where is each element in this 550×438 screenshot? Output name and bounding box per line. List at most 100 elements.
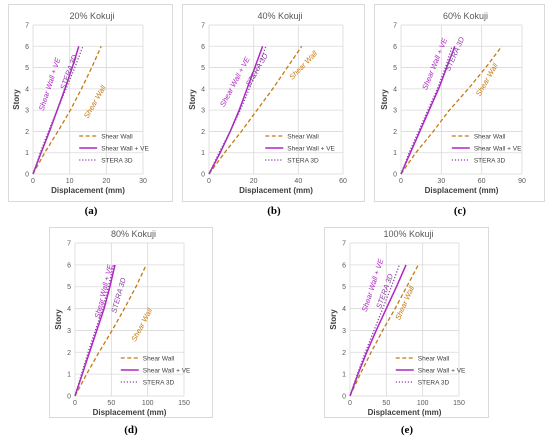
- y-tick-label: 5: [393, 65, 397, 72]
- x-axis-label: Displacement (mm): [93, 408, 167, 417]
- y-tick-label: 1: [25, 150, 29, 157]
- x-tick-label: 0: [399, 178, 403, 185]
- y-tick-label: 3: [201, 108, 205, 115]
- y-tick-label: 2: [393, 129, 397, 136]
- inline-label-shear-wall: Shear Wall: [287, 49, 319, 82]
- y-axis-label: Story: [329, 309, 338, 330]
- legend-label-stera-3d: STERA 3D: [101, 157, 133, 164]
- legend-label-shear-wall: Shear Wall: [101, 133, 133, 140]
- y-tick-label: 1: [67, 372, 71, 379]
- y-tick-label: 3: [342, 328, 346, 335]
- y-tick-label: 3: [393, 108, 397, 115]
- y-tick-label: 0: [67, 394, 71, 401]
- y-tick-label: 3: [67, 328, 71, 335]
- caption-b: (b): [267, 205, 281, 217]
- x-tick-label: 40: [294, 178, 302, 185]
- legend-label-shear-wall: Shear Wall: [474, 133, 506, 140]
- y-tick-label: 1: [201, 150, 205, 157]
- y-tick-label: 0: [201, 172, 205, 179]
- inline-label-shear-wall: Shear Wall: [129, 306, 154, 343]
- chart-svg: 100% Kokuji 0 1 2 3 4 5 6 7 0 50 100 150 Displacement…: [329, 229, 466, 417]
- chart-svg: 80% Kokuji 0 1 2 3 4 5 6 7 0 50 100 150 Displacement …: [54, 229, 191, 417]
- y-tick-label: 5: [342, 284, 346, 291]
- caption-c: (c): [453, 205, 467, 217]
- y-tick-label: 2: [25, 129, 29, 136]
- y-tick-label: 5: [201, 65, 205, 72]
- legend-label-shear-wall: Shear Wall: [287, 133, 319, 140]
- y-axis-label: Story: [54, 309, 63, 330]
- x-tick-label: 0: [207, 178, 211, 185]
- x-axis-label: Displacement (mm): [51, 186, 125, 195]
- y-tick-label: 2: [342, 350, 346, 357]
- y-tick-label: 0: [342, 394, 346, 401]
- series-line-shear-wall-ve: [32, 46, 80, 175]
- y-tick-label: 0: [393, 172, 397, 179]
- y-tick-label: 2: [201, 129, 205, 136]
- y-tick-label: 1: [342, 372, 346, 379]
- x-tick-label: 0: [348, 400, 352, 407]
- y-tick-label: 6: [25, 44, 29, 51]
- chart-svg: 60% Kokuji 0 1 2 3 4 5 6 7 0 30 60 90 Displacement (m…: [380, 11, 526, 195]
- caption-d: (d): [124, 424, 138, 436]
- legend-label-stera-3d: STERA 3D: [143, 379, 175, 386]
- legend-label-stera-3d: STERA 3D: [418, 379, 450, 386]
- x-axis-label: Displacement (mm): [239, 186, 313, 195]
- series-line-stera-3d: [349, 264, 401, 397]
- x-tick-label: 30: [437, 178, 445, 185]
- x-axis-label: Displacement (mm): [425, 186, 499, 195]
- chart-title: 20% Kokuji: [69, 11, 114, 21]
- y-tick-label: 7: [393, 23, 397, 30]
- x-tick-label: 10: [66, 178, 74, 185]
- y-tick-label: 1: [393, 150, 397, 157]
- y-tick-label: 6: [342, 262, 346, 269]
- legend-label-shear-wall-ve: Shear Wall + VE: [101, 145, 149, 152]
- chart-panel-100-kokuji: 100% Kokuji 0 1 2 3 4 5 6 7 0 50 100 150 Displacement…: [324, 227, 489, 418]
- legend-label-shear-wall-ve: Shear Wall + VE: [418, 367, 466, 374]
- series-line-shear-wall-ve: [400, 46, 456, 175]
- y-tick-label: 0: [25, 172, 29, 179]
- chart-panel-40-kokuji: 40% Kokuji 0 1 2 3 4 5 6 7 0 20 40 60 Displacement (m…: [182, 4, 365, 202]
- chart-svg: 20% Kokuji 0 1 2 3 4 5 6 7 0 10 20 30 Displacement (m…: [12, 11, 149, 195]
- chart-title: 60% Kokuji: [443, 11, 488, 21]
- y-tick-label: 5: [25, 65, 29, 72]
- legend-label-stera-3d: STERA 3D: [287, 157, 319, 164]
- series-line-shear-wall: [32, 46, 102, 175]
- x-axis-label: Displacement (mm): [368, 408, 442, 417]
- inline-label-stera-3d: STERA 3D: [58, 53, 79, 91]
- chart-svg: 40% Kokuji 0 1 2 3 4 5 6 7 0 20 40 60 Displacement (m…: [188, 11, 347, 195]
- chart-panel-60-kokuji: 60% Kokuji 0 1 2 3 4 5 6 7 0 30 60 90 Displacement (m…: [374, 4, 545, 202]
- series-line-stera-3d: [208, 46, 267, 175]
- y-tick-label: 4: [342, 306, 346, 313]
- y-tick-label: 7: [342, 241, 346, 248]
- legend-label-shear-wall-ve: Shear Wall + VE: [143, 367, 191, 374]
- legend-label-shear-wall-ve: Shear Wall + VE: [287, 145, 335, 152]
- y-tick-label: 5: [67, 284, 71, 291]
- y-tick-label: 7: [25, 23, 29, 30]
- y-tick-label: 6: [67, 262, 71, 269]
- legend-label-shear-wall: Shear Wall: [143, 355, 175, 362]
- series-line-shear-wall: [400, 45, 503, 175]
- x-tick-label: 20: [102, 178, 110, 185]
- y-tick-label: 3: [25, 108, 29, 115]
- y-tick-label: 7: [67, 241, 71, 248]
- chart-panel-80-kokuji: 80% Kokuji 0 1 2 3 4 5 6 7 0 50 100 150 Displacement …: [49, 227, 213, 418]
- series-line-shear-wall: [74, 264, 147, 397]
- caption-e: (e): [400, 424, 414, 436]
- y-tick-label: 4: [201, 86, 205, 93]
- x-tick-label: 100: [142, 400, 154, 407]
- x-tick-label: 150: [453, 400, 465, 407]
- y-tick-label: 2: [67, 350, 71, 357]
- legend-label-stera-3d: STERA 3D: [474, 157, 506, 164]
- y-tick-label: 4: [25, 86, 29, 93]
- y-axis-label: Story: [380, 89, 389, 110]
- y-tick-label: 7: [201, 23, 205, 30]
- chart-title: 100% Kokuji: [383, 229, 433, 239]
- y-axis-label: Story: [12, 89, 21, 110]
- x-tick-label: 50: [382, 400, 390, 407]
- x-tick-label: 60: [339, 178, 347, 185]
- x-tick-label: 60: [478, 178, 486, 185]
- x-tick-label: 100: [417, 400, 429, 407]
- series-line-shear-wall-ve: [208, 46, 264, 175]
- inline-label-stera-3d: STERA 3D: [244, 51, 270, 88]
- caption-a: (a): [84, 205, 98, 217]
